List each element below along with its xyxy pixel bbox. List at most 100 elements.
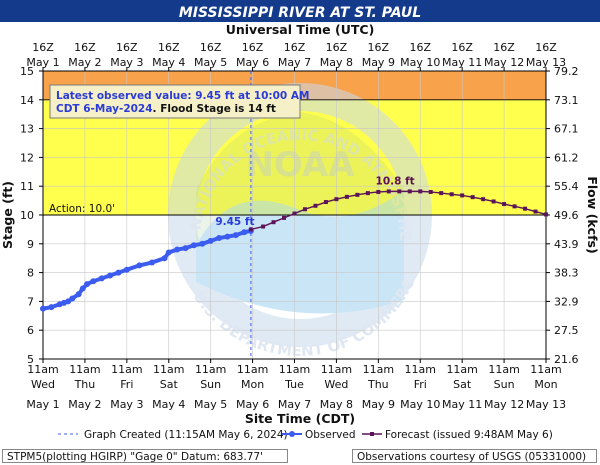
forecast-point [428,189,433,194]
y2-tick-label: 73.1 [554,94,579,107]
top-tick-time: 16Z [409,41,431,54]
legend-observed-marker [289,431,295,437]
forecast-point [271,220,276,225]
observed-point [161,255,168,262]
top-tick-time: 16Z [368,41,390,54]
forecast-point [449,192,454,197]
bottom-tick-time: 11am [69,363,100,376]
forecast-point [376,189,381,194]
bottom-tick-time: 11am [488,363,519,376]
forecast-point [313,203,318,208]
watermark-logo-text: NOAA [245,145,355,185]
chart-title: MISSISSIPPI RIVER AT ST. PAUL [179,5,421,21]
y-tick-label: 8 [27,267,34,280]
bottom-tick-time: 11am [321,363,352,376]
bottom-tick-date: May 7 [278,398,311,411]
top-tick-date: May 1 [26,56,59,69]
bottom-tick-date: May 8 [320,398,353,411]
y2-tick-label: 38.3 [554,267,579,280]
observed-point [148,259,155,266]
forecast-point [334,197,339,202]
bottom-tick-date: May 9 [362,398,395,411]
top-tick-time: 16Z [535,41,557,54]
bottom-tick-time: 11am [111,363,142,376]
y2-tick-label: 43.9 [554,238,579,251]
credit-footer: Observations courtesy of USGS (05331000) [352,449,597,463]
y-tick-label: 11 [20,180,34,193]
top-tick-date: May 9 [362,56,395,69]
y2-tick-label: 49.6 [554,209,579,222]
top-tick-date: May 11 [442,56,482,69]
top-tick-date: May 13 [526,56,566,69]
info-box [49,84,301,119]
top-tick-time: 16Z [158,41,180,54]
watermark-wave [196,190,404,314]
observed-point [136,262,143,269]
forecast-point [407,189,412,194]
observed-point [84,281,91,288]
observed-point [115,269,122,276]
forecast-point [365,191,370,196]
top-axis-title: Universal Time (UTC) [226,22,375,37]
bottom-tick-day: Sat [453,378,472,391]
observed-point [48,304,55,311]
action-stage-label: Action: 10.0' [49,203,115,215]
bottom-tick-day: Fri [414,378,427,391]
forecast-point [418,189,423,194]
top-tick-date: May 5 [194,56,227,69]
bottom-tick-time: 11am [363,363,394,376]
info-box-date: CDT 6-May-2024 [56,103,153,115]
forecast-point [248,227,253,232]
top-tick-date: May 4 [152,56,185,69]
observed-point [207,237,214,244]
observed-point [199,240,206,247]
observed-point [216,235,223,242]
y-tick-label: 9 [27,238,34,251]
bottom-tick-day: Thu [74,378,96,391]
top-tick-date: May 8 [320,56,353,69]
bottom-tick-time: 11am [195,363,226,376]
bottom-tick-time: 11am [279,363,310,376]
top-tick-date: May 3 [110,56,143,69]
bottom-tick-time: 11am [405,363,436,376]
bottom-tick-time: 11am [446,363,477,376]
y-tick-label: 7 [27,295,34,308]
bottom-tick-date: May 3 [110,398,143,411]
top-tick-time: 16Z [284,41,306,54]
y2-tick-label: 61.2 [554,151,579,164]
legend-created-label: Graph Created (11:15AM May 6, 2024) [84,429,288,441]
legend-forecast-label: Forecast (issued 9:48AM May 6) [385,429,553,441]
top-tick-time: 16Z [451,41,473,54]
observed-point [190,242,197,249]
forecast-point [460,193,465,198]
bottom-tick-time: 11am [27,363,58,376]
observed-point [98,275,105,282]
top-tick-time: 16Z [493,41,515,54]
x-axis-title: Site Time (CDT) [245,411,355,426]
observed-point [165,249,172,256]
bottom-tick-time: 11am [153,363,184,376]
forecast-point [533,209,538,214]
forecast-point [261,224,266,229]
observed-point [182,245,189,252]
bottom-tick-day: Sun [494,378,515,391]
forecast-point [282,215,287,220]
watermark-gull [196,112,404,246]
forecast-point [491,199,496,204]
observed-point [90,278,97,285]
forecast-point [323,200,328,205]
bottom-tick-date: May 10 [400,398,440,411]
y-tick-label: 12 [20,151,34,164]
observed-point [241,229,248,236]
y2-tick-label: 32.9 [554,295,579,308]
observed-point [79,285,86,292]
top-tick-date: May 10 [400,56,440,69]
bottom-tick-day: Mon [534,378,557,391]
bottom-tick-day: Wed [31,378,55,391]
bottom-tick-date: May 11 [442,398,482,411]
forecast-point [481,197,486,202]
top-tick-date: May 12 [484,56,524,69]
top-tick-time: 16Z [32,41,54,54]
observed-point [75,291,82,298]
